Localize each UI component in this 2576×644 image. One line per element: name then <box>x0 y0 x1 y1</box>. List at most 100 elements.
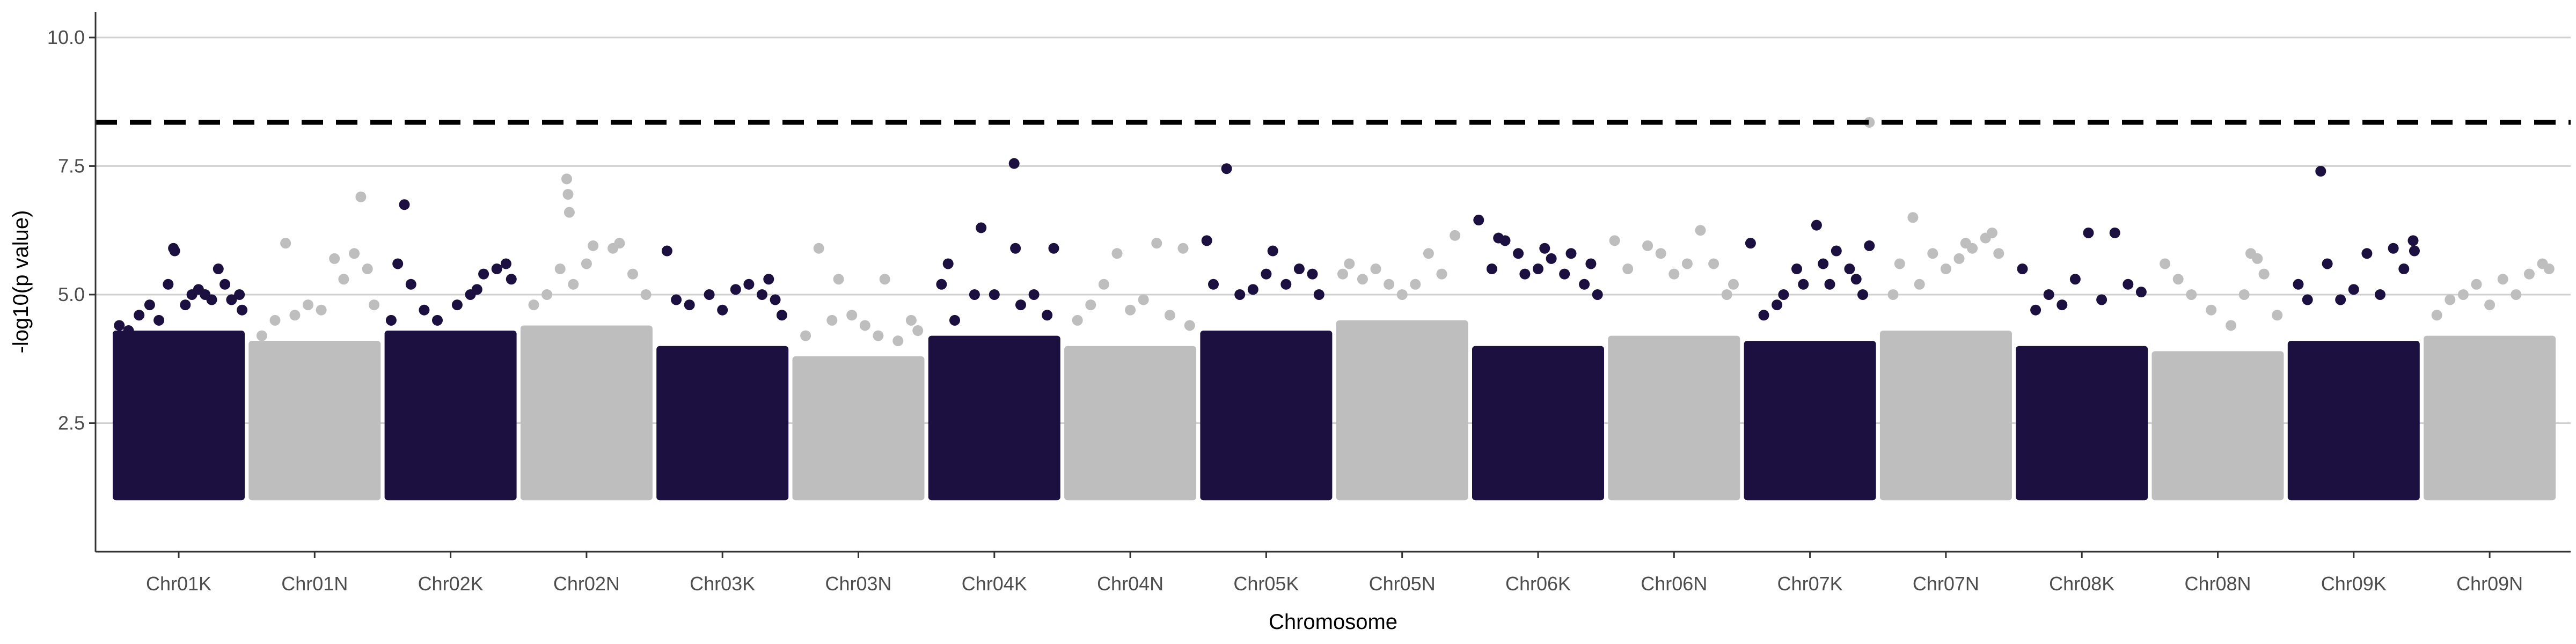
data-point <box>568 279 579 290</box>
data-point <box>936 279 947 290</box>
data-point <box>2109 227 2120 238</box>
chromosome-band-Chr01N <box>248 341 381 501</box>
data-point <box>541 289 553 300</box>
chromosome-band-Chr09N <box>2424 335 2556 501</box>
data-point <box>144 299 155 311</box>
data-point <box>1396 289 1408 300</box>
x-tick-label: Chr07K <box>1777 573 1843 595</box>
data-point <box>2315 166 2326 177</box>
data-point <box>2226 320 2237 331</box>
data-point <box>1721 289 1732 300</box>
y-tick-label: 7.5 <box>58 155 85 177</box>
data-point <box>627 268 638 280</box>
data-point <box>471 284 482 295</box>
data-point <box>2388 243 2399 254</box>
data-point <box>528 299 539 311</box>
data-point <box>684 299 695 311</box>
x-tick-label: Chr06N <box>1641 573 1707 595</box>
data-point <box>289 310 301 321</box>
chromosome-bands <box>113 320 2556 501</box>
data-point <box>588 240 599 251</box>
chromosome-band-Chr01K <box>113 331 245 501</box>
data-point <box>1559 268 1570 280</box>
data-point <box>562 189 574 200</box>
chromosome-band-Chr08K <box>2016 346 2148 501</box>
data-point <box>1953 253 1965 264</box>
data-point <box>1138 294 1149 305</box>
chromosome-band-Chr05N <box>1336 320 1468 501</box>
data-point <box>1313 289 1324 300</box>
data-point <box>554 264 566 275</box>
data-point <box>2484 299 2496 311</box>
data-point <box>564 207 575 218</box>
data-point <box>219 279 231 290</box>
data-point <box>873 330 884 341</box>
data-point <box>1642 240 1653 251</box>
data-point <box>405 279 416 290</box>
data-point <box>237 304 248 316</box>
y-tick-label: 5.0 <box>58 283 85 305</box>
data-point <box>1539 243 1550 254</box>
chromosome-band-Chr07N <box>1879 331 2012 501</box>
data-point <box>813 243 824 254</box>
data-point <box>1370 264 1381 275</box>
data-point <box>763 274 774 285</box>
data-point <box>226 294 237 305</box>
data-point <box>1513 248 1524 259</box>
data-point <box>1177 243 1189 254</box>
data-point <box>1791 264 1802 275</box>
x-tick-label: Chr06K <box>1505 573 1571 595</box>
data-point <box>2445 294 2456 305</box>
chromosome-band-Chr02K <box>384 331 517 501</box>
y-tick-label: 10.0 <box>47 26 85 48</box>
data-point <box>491 264 502 275</box>
data-point <box>2057 299 2068 311</box>
data-point <box>1247 284 1258 295</box>
data-point <box>2258 268 2270 280</box>
x-tick-label: Chr01N <box>281 573 348 595</box>
data-point <box>2252 253 2263 264</box>
data-point <box>2375 289 2385 300</box>
data-point <box>671 294 682 305</box>
chromosome-band-Chr04N <box>1064 346 1197 501</box>
x-tick-label: Chr08N <box>2184 573 2251 595</box>
x-tick-label: Chr04K <box>962 573 1027 595</box>
data-point <box>2471 279 2482 290</box>
data-point <box>1208 279 1219 290</box>
data-point <box>1824 279 1835 290</box>
data-point <box>1811 219 1822 231</box>
data-point <box>2543 264 2555 275</box>
chromosome-band-Chr08N <box>2151 351 2284 501</box>
data-point <box>432 314 443 326</box>
data-point <box>717 304 728 316</box>
x-tick-label: Chr05N <box>1369 573 1436 595</box>
data-point <box>169 245 180 257</box>
data-point <box>256 330 267 341</box>
data-point <box>1048 243 1059 254</box>
data-point <box>1927 248 1938 259</box>
data-point <box>859 320 870 331</box>
data-point <box>2348 284 2359 295</box>
data-point <box>1267 245 1278 257</box>
data-point <box>2361 248 2373 259</box>
data-point <box>1184 320 1195 331</box>
data-point <box>338 274 349 285</box>
data-point <box>2069 274 2081 285</box>
data-point <box>1125 304 1136 316</box>
data-point <box>1234 289 1246 300</box>
data-point <box>2511 289 2522 300</box>
data-point <box>2302 294 2313 305</box>
data-point <box>1010 243 1021 254</box>
data-point <box>1344 258 1355 269</box>
data-point <box>1695 225 1706 236</box>
data-point <box>1850 274 1862 285</box>
data-point <box>1098 279 1109 290</box>
data-point <box>134 310 145 321</box>
data-point <box>1579 279 1590 290</box>
data-point <box>912 325 924 336</box>
data-point <box>1423 248 1434 259</box>
data-point <box>2398 264 2410 275</box>
data-point <box>2043 289 2054 300</box>
data-point <box>2172 274 2184 285</box>
data-point <box>1565 248 1577 259</box>
